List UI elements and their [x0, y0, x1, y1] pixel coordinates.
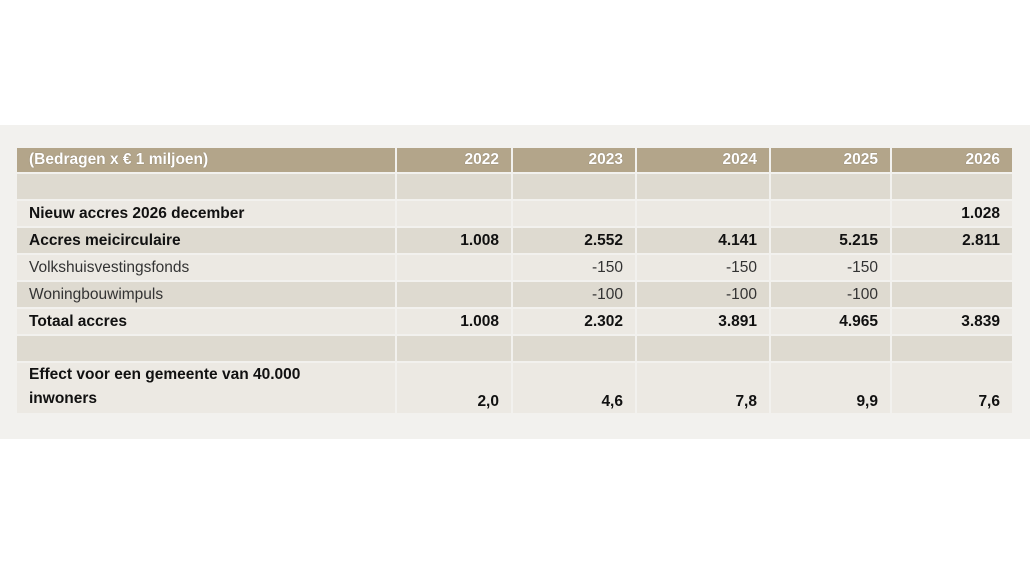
table-cell: 2.811 [892, 228, 1012, 253]
table-cell: 4,6 [513, 363, 635, 413]
table-cell: 4.141 [637, 228, 769, 253]
header-year-2023: 2023 [513, 148, 635, 172]
row-label-line2: inwoners [29, 390, 98, 407]
table-cell: 7,8 [637, 363, 769, 413]
table-cell [17, 174, 395, 199]
header-year-2022: 2022 [397, 148, 511, 172]
table-cell [637, 201, 769, 226]
table-cell [397, 255, 511, 280]
table-cell: 3.839 [892, 309, 1012, 334]
header-year-2025: 2025 [771, 148, 890, 172]
header-year-2026: 2026 [892, 148, 1012, 172]
table-cell: 3.891 [637, 309, 769, 334]
table-row-woningbouwimpuls: Woningbouwimpuls -100 -100 -100 [17, 282, 1012, 307]
table-cell: 7,6 [892, 363, 1012, 413]
table-row-effect-gemeente: Effect voor een gemeente van 40.000 inwo… [17, 363, 1012, 413]
row-label: Woningbouwimpuls [17, 282, 395, 307]
table-cell [513, 336, 635, 361]
table-cell [17, 336, 395, 361]
table-cell [637, 336, 769, 361]
table-cell [397, 201, 511, 226]
table-cell [892, 282, 1012, 307]
table-cell: -100 [771, 282, 890, 307]
table-cell: -100 [637, 282, 769, 307]
row-label: Totaal accres [17, 309, 395, 334]
table-cell [397, 336, 511, 361]
table-cell: 2,0 [397, 363, 511, 413]
table-cell [892, 174, 1012, 199]
table-cell: 2.552 [513, 228, 635, 253]
table-header-row: (Bedragen x € 1 miljoen) 2022 2023 2024 … [17, 148, 1012, 172]
accres-table: (Bedragen x € 1 miljoen) 2022 2023 2024 … [15, 146, 1014, 415]
table-row-totaal-accres: Totaal accres 1.008 2.302 3.891 4.965 3.… [17, 309, 1012, 334]
table-row-spacer [17, 174, 1012, 199]
table-cell [771, 174, 890, 199]
table-cell [397, 282, 511, 307]
table-cell: 1.008 [397, 309, 511, 334]
table-cell [513, 201, 635, 226]
header-unit-label: (Bedragen x € 1 miljoen) [17, 148, 395, 172]
table-cell [892, 255, 1012, 280]
row-label: Nieuw accres 2026 december [17, 201, 395, 226]
table-row-volkshuisvestingsfonds: Volkshuisvestingsfonds -150 -150 -150 [17, 255, 1012, 280]
header-year-2024: 2024 [637, 148, 769, 172]
table-cell [771, 201, 890, 226]
table-cell: 1.028 [892, 201, 1012, 226]
table-cell [513, 174, 635, 199]
table-cell: 1.008 [397, 228, 511, 253]
table-cell: -150 [637, 255, 769, 280]
table-cell: 2.302 [513, 309, 635, 334]
table-row-accres-meicirculaire: Accres meicirculaire 1.008 2.552 4.141 5… [17, 228, 1012, 253]
table-cell [892, 336, 1012, 361]
table-cell: 4.965 [771, 309, 890, 334]
table-cell [637, 174, 769, 199]
row-label: Effect voor een gemeente van 40.000 inwo… [17, 363, 395, 413]
row-label-line1: Effect voor een gemeente van 40.000 [29, 366, 301, 383]
table-row-nieuw-accres: Nieuw accres 2026 december 1.028 [17, 201, 1012, 226]
table-cell: -150 [513, 255, 635, 280]
row-label: Volkshuisvestingsfonds [17, 255, 395, 280]
row-label: Accres meicirculaire [17, 228, 395, 253]
table-cell: 5.215 [771, 228, 890, 253]
table-cell [771, 336, 890, 361]
table-cell: 9,9 [771, 363, 890, 413]
table-cell [397, 174, 511, 199]
table-cell: -150 [771, 255, 890, 280]
table-row-spacer [17, 336, 1012, 361]
table-cell: -100 [513, 282, 635, 307]
